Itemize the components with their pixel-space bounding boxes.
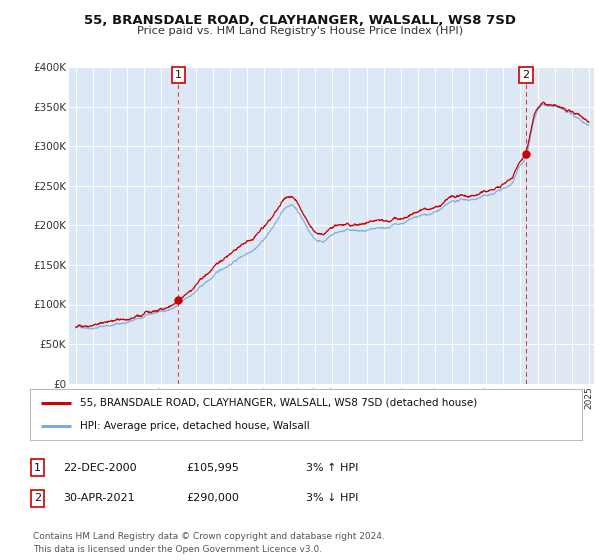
Text: 55, BRANSDALE ROAD, CLAYHANGER, WALSALL, WS8 7SD: 55, BRANSDALE ROAD, CLAYHANGER, WALSALL,… [84,14,516,27]
Text: Contains HM Land Registry data © Crown copyright and database right 2024.
This d: Contains HM Land Registry data © Crown c… [33,532,385,554]
Text: HPI: Average price, detached house, Walsall: HPI: Average price, detached house, Wals… [80,421,310,431]
Text: 3% ↓ HPI: 3% ↓ HPI [306,493,358,503]
Text: £290,000: £290,000 [186,493,239,503]
Text: 1: 1 [175,70,182,80]
Text: 2: 2 [34,493,41,503]
Text: 30-APR-2021: 30-APR-2021 [63,493,134,503]
Text: 2: 2 [523,70,530,80]
Text: 55, BRANSDALE ROAD, CLAYHANGER, WALSALL, WS8 7SD (detached house): 55, BRANSDALE ROAD, CLAYHANGER, WALSALL,… [80,398,477,408]
Text: 22-DEC-2000: 22-DEC-2000 [63,463,137,473]
Bar [526,67,598,384]
Text: 1: 1 [34,463,41,473]
Text: 3% ↑ HPI: 3% ↑ HPI [306,463,358,473]
Bar [526,67,598,384]
Text: £105,995: £105,995 [186,463,239,473]
Text: Price paid vs. HM Land Registry's House Price Index (HPI): Price paid vs. HM Land Registry's House … [137,26,463,36]
